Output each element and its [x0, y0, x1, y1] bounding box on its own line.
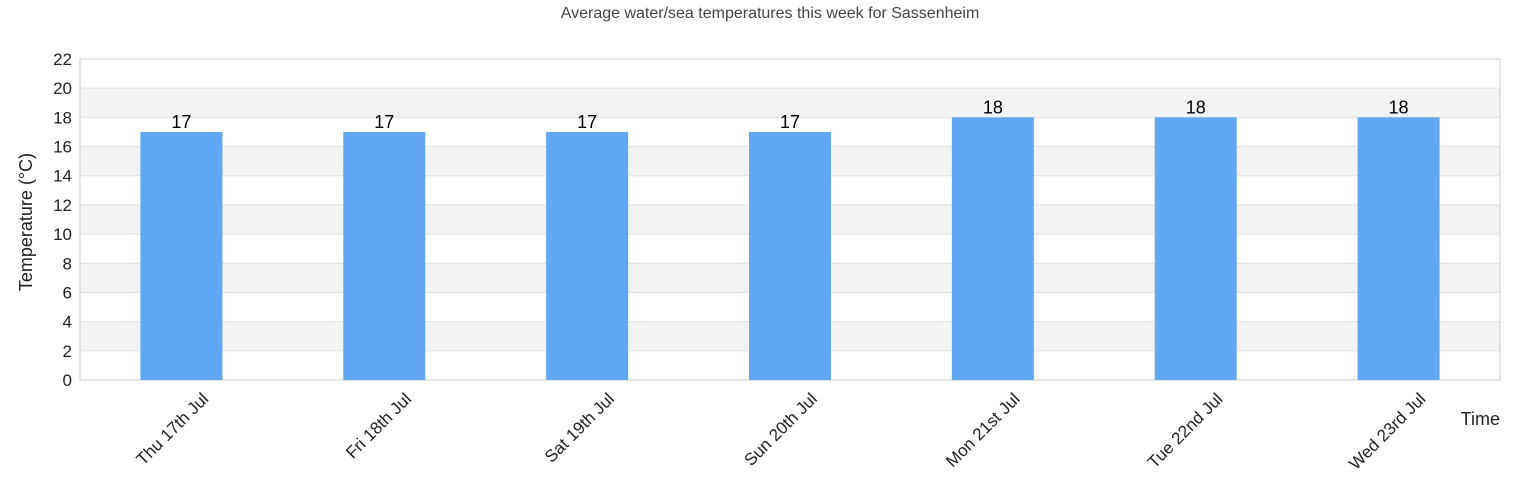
y-tick-label: 18	[53, 108, 72, 127]
y-tick-label: 2	[63, 342, 72, 361]
grid-band	[80, 88, 1500, 118]
x-tick-label: Mon 21st Jul	[942, 389, 1024, 471]
y-axis-ticks: 0 2 4 6 8 10 12 14 16 18 20 22	[53, 50, 72, 390]
x-tick-label: Thu 17th Jul	[133, 389, 213, 469]
y-tick-label: 8	[63, 254, 72, 273]
bar	[1357, 117, 1440, 380]
bar	[343, 131, 426, 380]
bar	[546, 131, 629, 380]
x-axis-label: Time	[1461, 409, 1500, 429]
bar	[749, 131, 831, 380]
y-tick-label: 4	[63, 313, 72, 332]
y-tick-label: 20	[53, 79, 72, 98]
bar-value-label: 17	[780, 112, 800, 132]
bar-value-label: 17	[171, 112, 191, 132]
bar-value-label: 17	[577, 112, 597, 132]
bar	[140, 131, 223, 380]
chart-title: Average water/sea temperatures this week…	[561, 5, 980, 22]
x-tick-label: Fri 18th Jul	[342, 389, 415, 462]
x-axis-ticks: Thu 17th Jul Fri 18th Jul Sat 19th Jul Sun …	[133, 389, 1430, 473]
bar-value-label: 18	[983, 97, 1003, 117]
y-tick-label: 6	[63, 283, 72, 302]
data-labels: 17 17 17 17 18 18 18	[171, 97, 1408, 132]
y-tick-label: 0	[63, 371, 72, 390]
x-tick-label: Sat 19th Jul	[541, 389, 618, 466]
bar-value-label: 17	[374, 112, 394, 132]
x-tick-label: Tue 22nd Jul	[1144, 389, 1226, 471]
y-tick-label: 10	[53, 225, 72, 244]
x-tick-label: Wed 23rd Jul	[1345, 389, 1429, 473]
bar	[951, 117, 1034, 380]
bar-value-label: 18	[1186, 97, 1206, 117]
y-tick-label: 12	[53, 196, 72, 215]
bars	[140, 117, 1440, 380]
y-tick-label: 14	[53, 167, 72, 186]
y-tick-label: 16	[53, 138, 72, 157]
bar	[1154, 117, 1237, 380]
y-tick-label: 22	[53, 50, 72, 69]
bar-value-label: 18	[1389, 97, 1409, 117]
y-axis-label: Temperature (°C)	[16, 153, 36, 291]
x-tick-label: Sun 20th Jul	[741, 389, 821, 469]
